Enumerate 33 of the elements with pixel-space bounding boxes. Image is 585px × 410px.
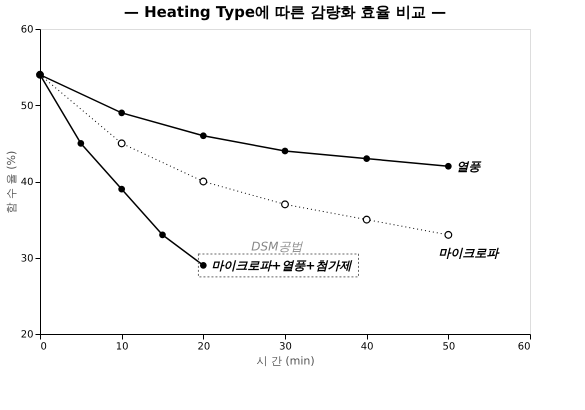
x-tick-label: 0 — [40, 342, 47, 352]
x-tick-label: 50 — [442, 342, 456, 352]
y-tick-label: 30 — [20, 253, 34, 264]
y-tick-label: 60 — [20, 24, 34, 36]
point — [200, 262, 207, 269]
point — [363, 155, 370, 162]
x-tick-label: 30 — [279, 342, 292, 352]
point — [199, 178, 208, 186]
point — [118, 139, 126, 148]
y-axis-title: 함 수 율 (%) — [4, 150, 18, 214]
x-tick-label: 40 — [360, 342, 374, 352]
point — [362, 216, 371, 224]
point — [444, 162, 452, 170]
point — [200, 132, 207, 140]
x-tick-label: 60 — [518, 342, 530, 352]
y-tick-label: 50 — [20, 100, 34, 112]
series-label: 마이크로파+열풍+첨가제 — [211, 258, 352, 272]
point — [444, 230, 452, 239]
point — [118, 186, 126, 192]
y-tick-label: 20 — [20, 330, 34, 340]
y-tick-label: 40 — [20, 177, 34, 188]
point — [282, 148, 288, 154]
annotation: DSM공법 — [251, 239, 304, 254]
point — [77, 140, 84, 147]
series-label: 열풍 — [456, 159, 482, 174]
point — [118, 110, 126, 116]
chart-title: — Heating Type에 따른 감량화 효율 비교 — — [124, 3, 446, 21]
x-tick-label: 20 — [197, 342, 210, 352]
point — [159, 232, 166, 238]
x-tick-label: 10 — [116, 342, 129, 352]
x-axis-title: 시 간 (min) — [256, 354, 315, 368]
point — [281, 200, 289, 208]
series-label: 마이크로파 — [438, 246, 500, 260]
